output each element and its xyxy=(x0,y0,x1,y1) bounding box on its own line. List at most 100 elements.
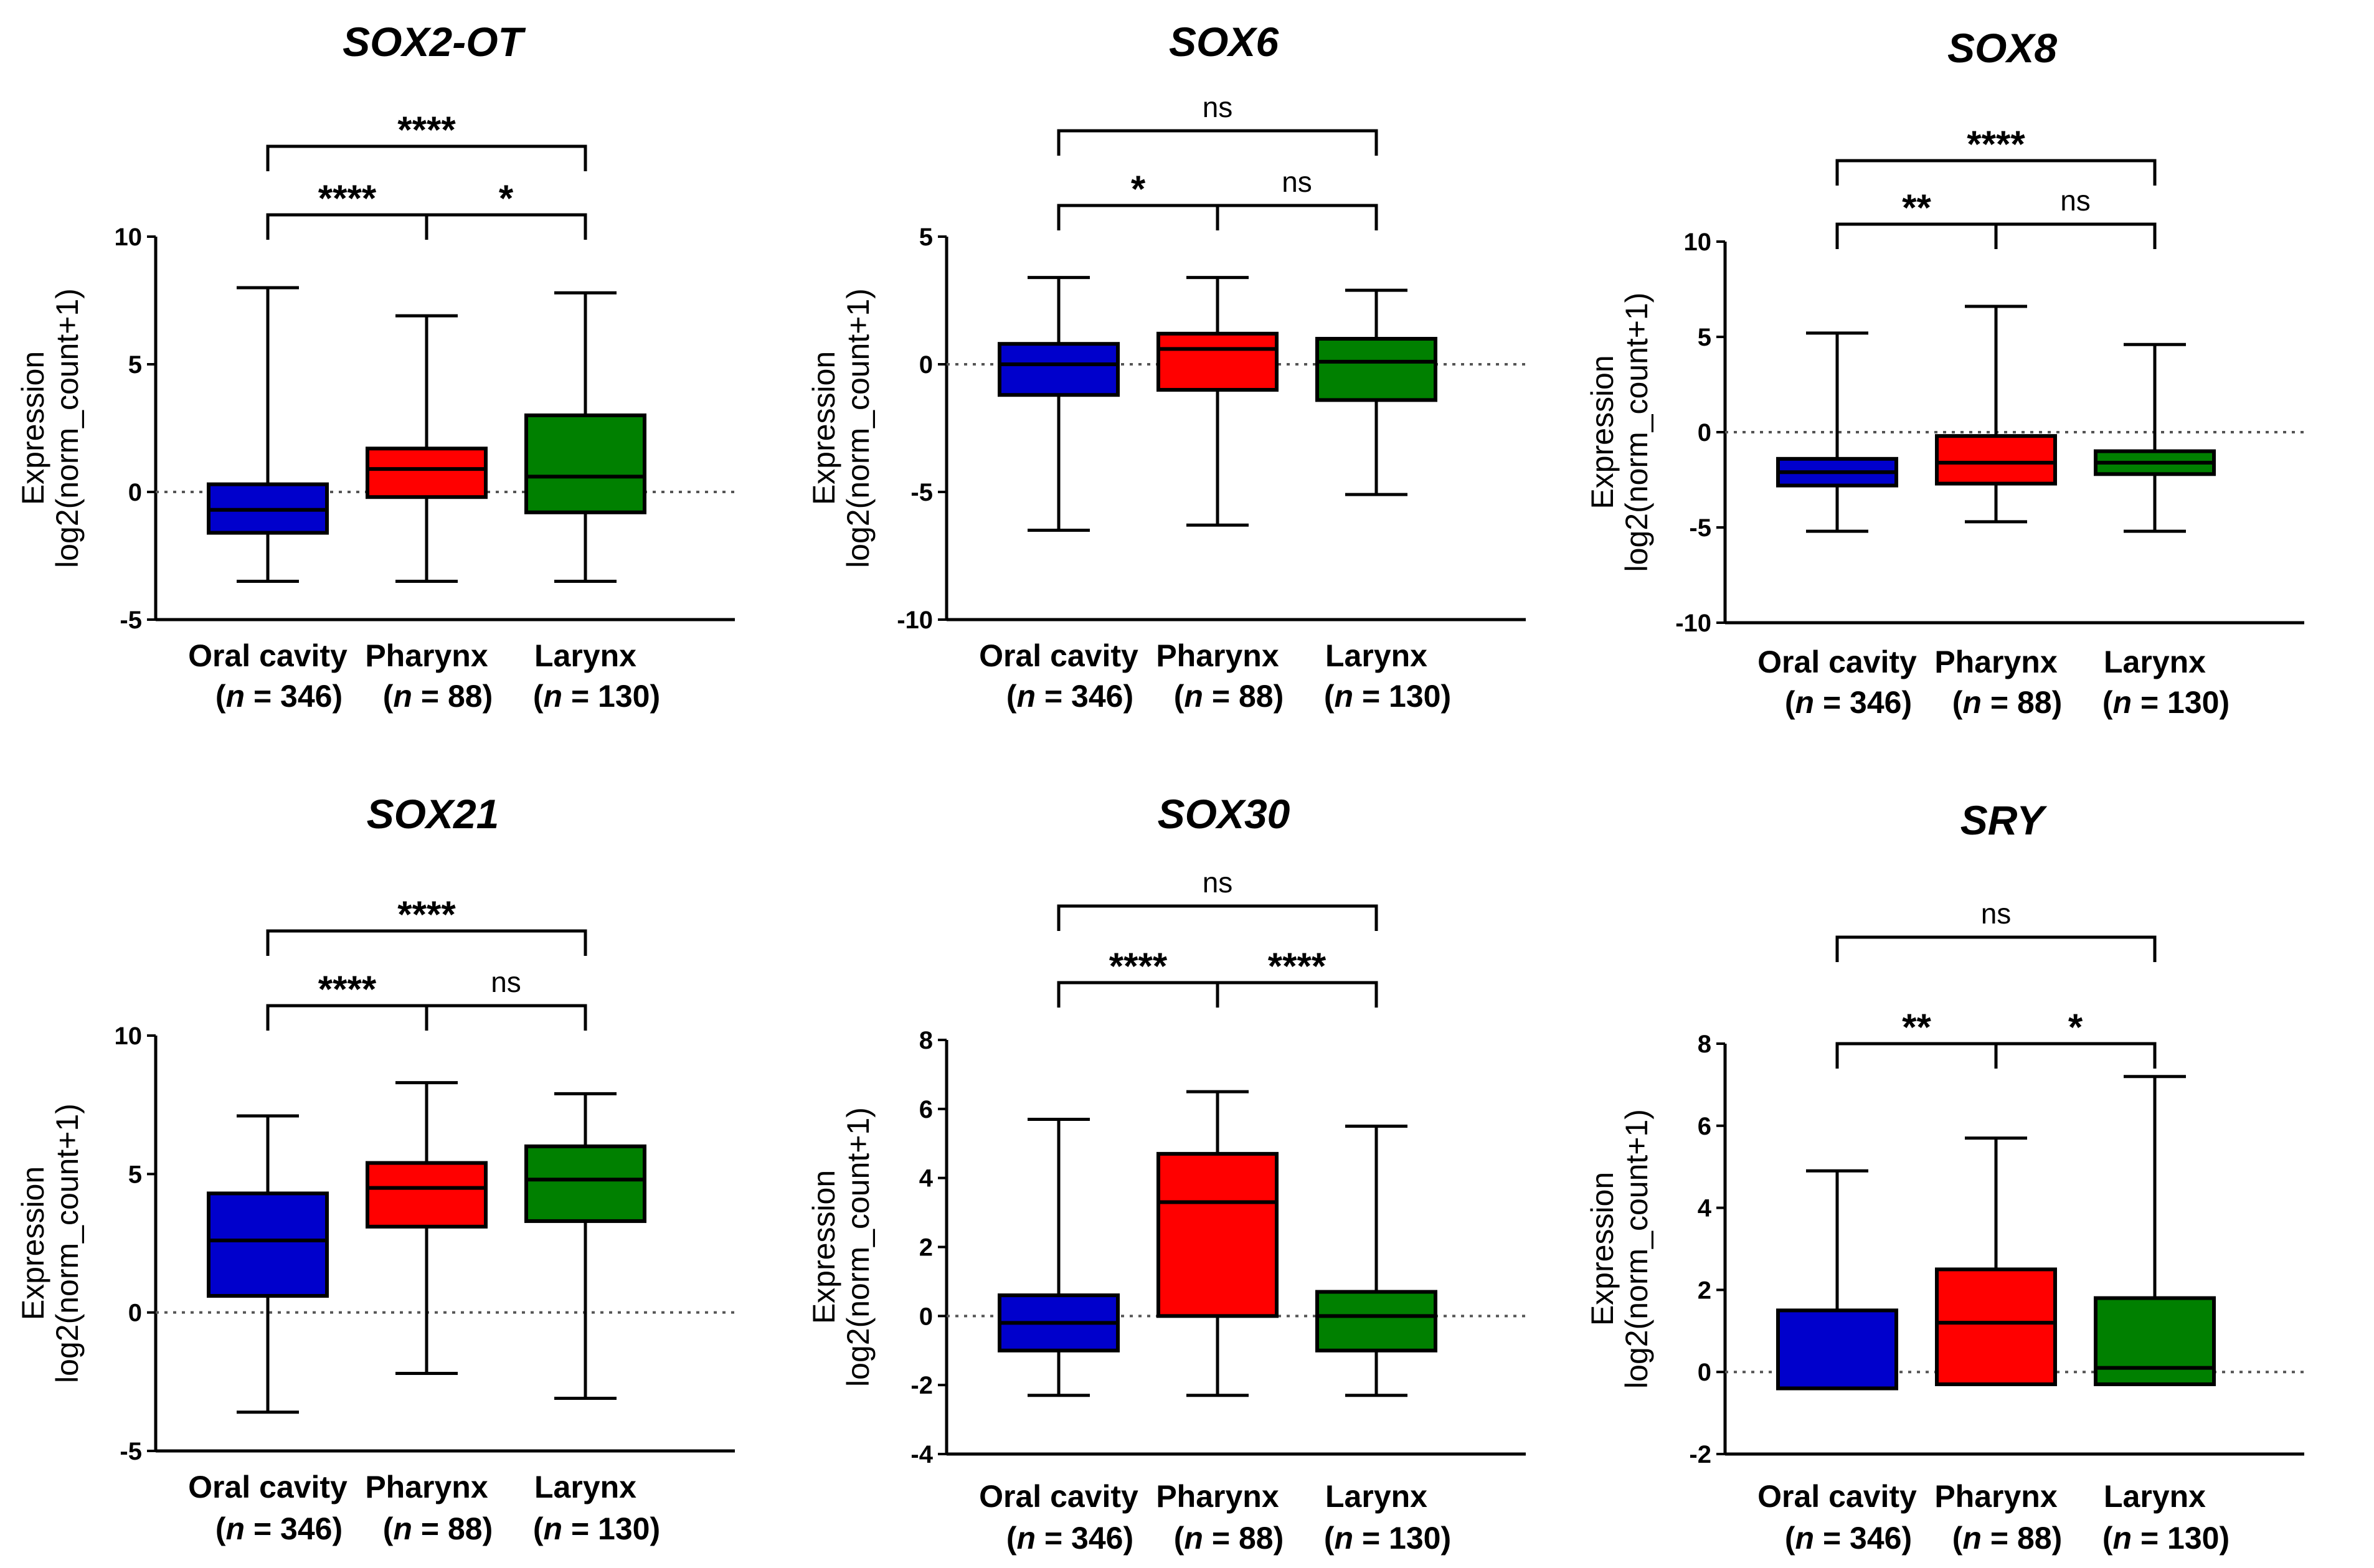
chart-title: SOX21 xyxy=(367,791,499,837)
x-category-count: (n = 88) xyxy=(383,679,493,714)
significance-label: ns xyxy=(1203,91,1233,123)
bracket-line xyxy=(1835,159,2157,186)
y-tick-label: 5 xyxy=(1698,324,1711,351)
x-category-count: (n = 88) xyxy=(383,1511,493,1546)
significance-bracket: **** xyxy=(1057,945,1219,1008)
box-iqr xyxy=(998,342,1120,397)
y-tick-label: -2 xyxy=(910,1372,933,1399)
significance-bracket: ** xyxy=(1835,1006,1998,1069)
y-axis-label: Expression xyxy=(16,351,50,505)
box-oral-cavity xyxy=(998,1117,1120,1397)
x-category-label: Oral cavity xyxy=(188,638,348,673)
significance-label: * xyxy=(499,177,514,219)
significance-bracket: ns xyxy=(1057,866,1378,931)
significance-label: ** xyxy=(1902,187,1931,229)
x-category-label: Pharynx xyxy=(1156,638,1279,673)
significance-label: **** xyxy=(1109,945,1168,987)
chart-panel-sox30: SOX30 Expression log2(norm_count+1) -4 -2 0 2 4… xyxy=(806,791,1526,1556)
chart-title: SOX2-OT xyxy=(343,19,526,65)
chart-panel-sry: SRY Expression log2(norm_count+1) -2 0 2 4 6 8 Or… xyxy=(1585,797,2304,1556)
x-category-count: (n = 346) xyxy=(215,1511,343,1546)
significance-bracket: ns xyxy=(1994,184,2157,249)
box-oral-cavity xyxy=(1776,331,1898,533)
box-larynx xyxy=(1315,1125,1437,1397)
x-category-label: Larynx xyxy=(2104,645,2206,679)
y-tick-label: 2 xyxy=(919,1234,933,1262)
y-tick-label: 0 xyxy=(919,1303,933,1330)
box-oral-cavity xyxy=(207,286,329,583)
chart-panel-sox6: SOX6 Expression log2(norm_count+1) -10 -5 0 5 O… xyxy=(806,19,1526,714)
x-category-count: (n = 88) xyxy=(1174,1521,1284,1556)
y-axis-label: Expression xyxy=(806,351,841,505)
y-tick-label: 10 xyxy=(115,1023,143,1050)
box-larynx xyxy=(2094,1075,2216,1386)
box-larynx xyxy=(1315,288,1437,496)
significance-label: **** xyxy=(318,177,377,219)
chart-title: SOX6 xyxy=(1169,19,1279,65)
significance-label: ** xyxy=(1902,1006,1931,1048)
box-iqr xyxy=(1156,1151,1279,1318)
significance-bracket: ns xyxy=(1057,91,1378,156)
chart-title: SOX8 xyxy=(1947,25,2057,71)
bracket-line xyxy=(1216,981,1378,1008)
box-pharynx xyxy=(366,314,488,583)
significance-label: **** xyxy=(397,894,456,935)
x-category-count: (n = 130) xyxy=(2102,1521,2230,1556)
y-axis-label-units: log2(norm_count+1) xyxy=(50,1103,85,1383)
significance-bracket: ns xyxy=(1216,166,1378,230)
x-category-label: Oral cavity xyxy=(1757,645,1917,679)
y-tick-label: 4 xyxy=(1698,1195,1712,1222)
box-pharynx xyxy=(366,1081,488,1375)
bracket-line xyxy=(1994,222,2157,249)
significance-label: ns xyxy=(1282,166,1312,198)
significance-label: ns xyxy=(1981,897,2012,930)
y-tick-label: 0 xyxy=(128,479,142,506)
x-category-count: (n = 88) xyxy=(1174,679,1284,714)
x-category-label: Larynx xyxy=(2104,1479,2206,1514)
x-category-count: (n = 88) xyxy=(1952,685,2062,720)
chart-panel-sox8: SOX8 Expression log2(norm_count+1) -10 -5 0 5 1… xyxy=(1585,25,2304,720)
box-iqr xyxy=(366,446,488,499)
significance-bracket: **** xyxy=(1835,123,2157,186)
x-category-label: Pharynx xyxy=(1934,645,2058,679)
bracket-line xyxy=(1057,904,1378,931)
box-pharynx xyxy=(1156,1090,1279,1397)
y-tick-label: 0 xyxy=(128,1300,142,1327)
significance-bracket: **** xyxy=(266,894,587,956)
significance-bracket: ns xyxy=(425,966,587,1031)
y-tick-label: 8 xyxy=(919,1027,933,1054)
x-category-label: Oral cavity xyxy=(979,638,1138,673)
y-tick-label: -10 xyxy=(1675,610,1711,637)
y-tick-label: 6 xyxy=(919,1096,933,1123)
y-tick-label: -2 xyxy=(1689,1441,1711,1468)
x-category-count: (n = 130) xyxy=(1324,1521,1451,1556)
y-tick-label: 5 xyxy=(128,1161,142,1188)
significance-bracket: **** xyxy=(266,109,587,171)
x-category-label: Larynx xyxy=(534,1470,636,1504)
x-category-count: (n = 130) xyxy=(533,1511,660,1546)
bracket-line xyxy=(1216,204,1378,230)
box-pharynx xyxy=(1935,305,2057,524)
y-tick-label: -4 xyxy=(910,1441,933,1468)
x-category-count: (n = 130) xyxy=(1324,679,1451,714)
significance-label: **** xyxy=(397,109,456,151)
bracket-line xyxy=(266,929,587,956)
y-tick-label: 0 xyxy=(1698,1359,1711,1386)
x-category-label: Pharynx xyxy=(1156,1479,1279,1514)
bracket-line xyxy=(425,213,587,240)
x-category-label: Larynx xyxy=(534,638,636,673)
y-tick-label: -5 xyxy=(910,479,933,506)
x-category-count: (n = 346) xyxy=(1785,1521,1912,1556)
significance-label: * xyxy=(2068,1006,2083,1048)
x-category-count: (n = 130) xyxy=(2102,685,2230,720)
x-category-label: Oral cavity xyxy=(1757,1479,1917,1514)
box-larynx xyxy=(524,291,646,583)
box-iqr xyxy=(1935,434,2057,486)
significance-label: ns xyxy=(2060,184,2091,217)
chart-panel-sox21: SOX21 Expression log2(norm_count+1) -5 0 5 10 O… xyxy=(16,791,735,1546)
y-axis-label-units: log2(norm_count+1) xyxy=(1619,293,1654,572)
bracket-line xyxy=(1057,129,1378,156)
box-iqr xyxy=(207,1191,329,1298)
significance-label: * xyxy=(1131,168,1146,210)
